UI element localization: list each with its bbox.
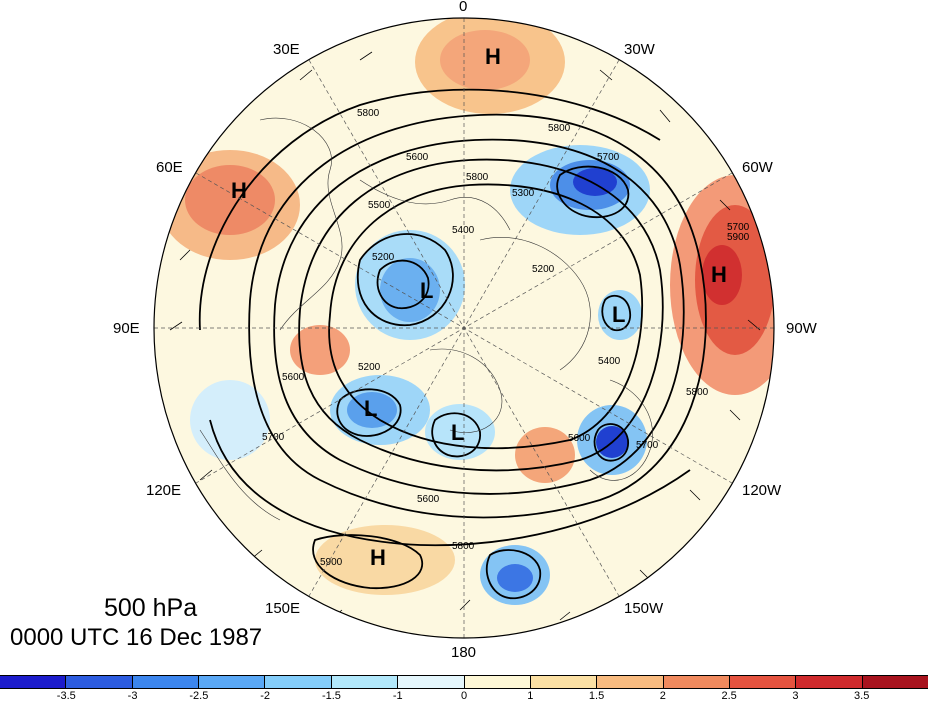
contour-label: 5800: [548, 123, 571, 134]
colorbar-segment: [663, 676, 730, 688]
lon-label-150e: 150E: [265, 600, 301, 617]
colorbar-segment: [66, 676, 133, 688]
colorbar-segment: [530, 676, 598, 688]
low-center-siberia: L: [420, 278, 434, 303]
map-title-level: 500 hPa: [104, 594, 198, 622]
contour-label: 5400: [598, 356, 621, 367]
colorbar-tick-label: -3.5: [56, 690, 76, 702]
colorbar-segment: [331, 676, 399, 688]
colorbar-segment: [597, 676, 664, 688]
colorbar-segment: [199, 676, 266, 688]
colorbar-tick-label: 2: [659, 690, 666, 702]
colorbar-tick-label: -2: [260, 690, 271, 702]
contour-label: 5600: [417, 494, 440, 505]
contour-label: 5200: [358, 362, 381, 373]
colorbar-segment: [132, 676, 200, 688]
map-title-time: 0000 UTC 16 Dec 1987: [10, 624, 263, 651]
colorbar-tick-label: 1.5: [588, 690, 605, 702]
contour-label: 5200: [372, 252, 395, 263]
lon-label-90e: 90E: [113, 320, 140, 337]
contour-label: 5600: [568, 433, 591, 444]
lon-label-90w: 90W: [786, 320, 817, 337]
contour-label: 5500: [368, 200, 391, 211]
lon-label-120e: 120E: [146, 482, 182, 499]
contour-label: 5800: [452, 541, 475, 552]
high-center-north: H: [485, 44, 501, 69]
colorbar-segment: [729, 676, 797, 688]
colorbar-segment: [464, 676, 531, 688]
anomaly-field: [154, 18, 774, 638]
lon-label-30w: 30W: [624, 41, 655, 58]
contour-label: 5800: [686, 387, 709, 398]
high-center-atlantic: H: [711, 262, 727, 287]
contour-label: 5700: [597, 152, 620, 163]
colorbar-tick-label: -1.5: [321, 690, 341, 702]
high-center-russia: H: [231, 178, 247, 203]
colorbar-tick-label: 3: [792, 690, 799, 702]
colorbar-ticks: -3.5 -3 -2.5 -2 -1.5 -1 0 1 1.5 2 2.5 3 3.5: [0, 690, 928, 702]
colorbar-segment: [796, 676, 863, 688]
colorbar: [0, 675, 928, 689]
height-contours: [198, 88, 707, 600]
colorbar-segment: [398, 676, 465, 688]
low-center-canada: L: [612, 302, 626, 327]
contour-label: 5900: [320, 557, 343, 568]
contour-label: 5800: [466, 172, 489, 183]
colorbar-segment: [265, 676, 332, 688]
contour-label: 5300: [512, 188, 535, 199]
lon-label-60w: 60W: [742, 159, 773, 176]
low-center-east-asia: L: [364, 396, 378, 421]
colorbar-tick-label: 3.5: [854, 690, 870, 702]
contour-label: 5700: [262, 432, 285, 443]
contour-label: 5700: [636, 440, 659, 451]
high-center-pacific: H: [370, 545, 386, 570]
lon-label-180: 180: [451, 644, 477, 661]
contour-label: 5600: [406, 152, 429, 163]
colorbar-tick-label: 0: [460, 690, 468, 702]
colorbar-tick-label: 2.5: [721, 690, 737, 702]
graticule: [154, 18, 774, 638]
colorbar-tick-label: -1: [392, 690, 403, 702]
lon-label-150w: 150W: [624, 600, 664, 617]
contour-label: 5800: [357, 108, 380, 119]
colorbar-tick-label: -3: [127, 690, 138, 702]
contour-label: 5200: [532, 264, 555, 275]
colorbar-segment: [0, 676, 67, 688]
lon-label-0: 0: [459, 0, 468, 15]
lon-label-120w: 120W: [742, 482, 782, 499]
contour-label: 5400: [452, 225, 475, 236]
colorbar-tick-label: 1: [527, 690, 534, 702]
lon-label-60e: 60E: [156, 159, 183, 176]
colorbar-tick-label: -2.5: [189, 690, 209, 702]
contour-label: 5900: [727, 232, 750, 243]
lon-label-30e: 30E: [273, 41, 300, 58]
low-center-okhotsk: L: [451, 420, 465, 445]
contour-label: 5600: [282, 372, 305, 383]
contour-label: 5700: [727, 222, 750, 233]
map-boundary: [153, 17, 775, 639]
colorbar-segment: [862, 676, 928, 688]
